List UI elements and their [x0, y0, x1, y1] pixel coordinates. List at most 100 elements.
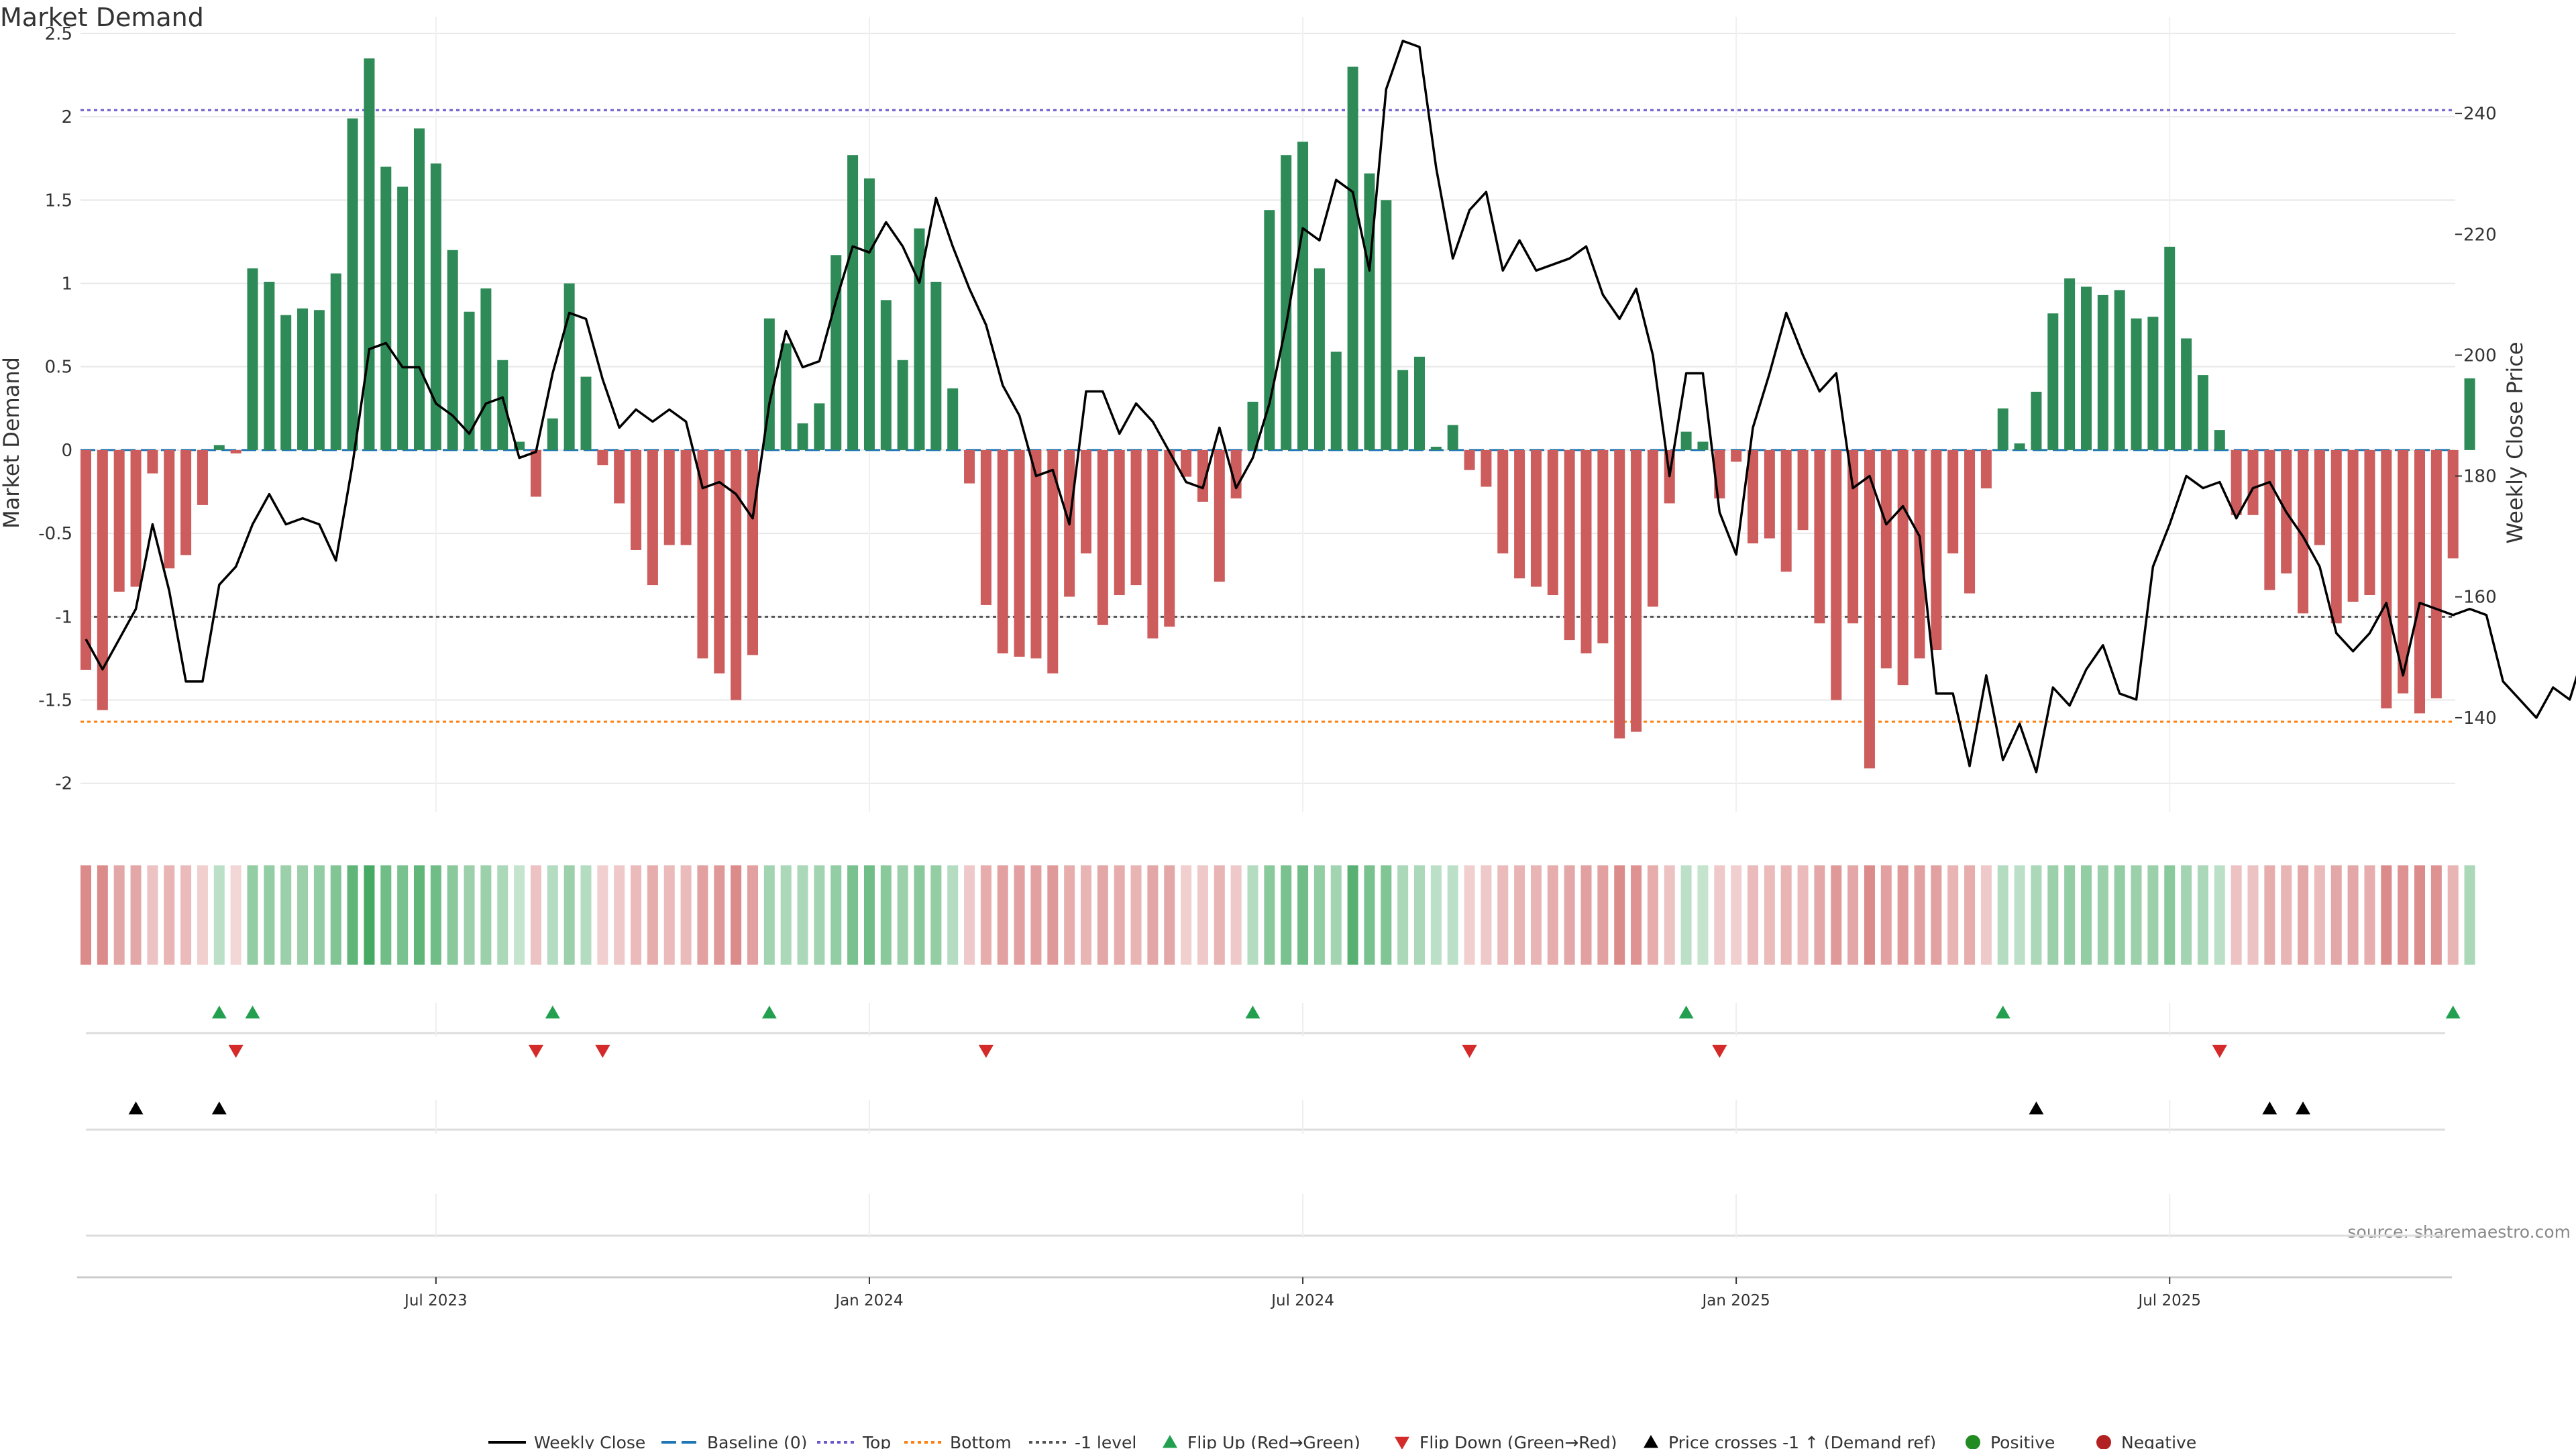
flip-down-marker [1712, 1044, 1727, 1058]
y2-axis-title: Weekly Close Price [2502, 341, 2528, 543]
demand-bar [464, 311, 475, 450]
strip-cell [847, 865, 859, 965]
demand-bar [1597, 449, 1609, 644]
flip-down-marker [528, 1044, 543, 1058]
demand-bar [797, 423, 808, 450]
demand-bar [1097, 449, 1108, 625]
strip-cell [597, 865, 608, 965]
demand-bar [1230, 449, 1242, 498]
weekly-close-line [85, 40, 2576, 773]
demand-bar [1030, 449, 1042, 659]
strip-cell [1947, 865, 1959, 965]
demand-bar [647, 449, 658, 586]
demand-bar [1697, 441, 1709, 450]
strip-cell [2298, 865, 2309, 965]
strip-cell [1230, 865, 1242, 965]
demand-bar [1814, 449, 1825, 624]
demand-bar [330, 273, 341, 450]
demand-bar [1947, 449, 1959, 553]
flip-up-marker [545, 1006, 560, 1019]
y-tick-label: 1 [61, 274, 72, 294]
strip-cell [1997, 865, 2008, 965]
demand-bar [247, 268, 258, 450]
strip-cell [1414, 865, 1425, 965]
demand-bar [130, 449, 142, 587]
y-tick-label: -1.5 [38, 691, 72, 711]
strip-cell [1247, 865, 1258, 965]
demand-bar [930, 281, 942, 450]
y-tick-label: 2 [61, 107, 72, 127]
demand-bar [2381, 449, 2392, 708]
strip-cell [180, 865, 192, 965]
demand-bar [264, 281, 275, 450]
demand-bar [997, 449, 1008, 653]
demand-bar [1347, 66, 1358, 450]
strip-cell [2381, 865, 2392, 965]
demand-bar [2398, 449, 2409, 694]
demand-bar [914, 228, 925, 450]
strip-cell [1397, 865, 1409, 965]
price-cross-marker [2296, 1102, 2311, 1115]
demand-bar [2147, 317, 2159, 450]
demand-bar [1731, 449, 1742, 462]
strip-cell [1264, 865, 1275, 965]
strip-cell [663, 865, 675, 965]
legend-label: -1 level [1075, 1433, 1136, 1449]
strip-cell [1664, 865, 1675, 965]
demand-bar [2247, 449, 2259, 515]
strip-cell [814, 865, 825, 965]
strip-cell [113, 865, 125, 965]
strip-cell [397, 865, 409, 965]
y-tick-label: -2 [55, 774, 72, 794]
strip-cell [330, 865, 341, 965]
flip-up-marker [2445, 1006, 2461, 1019]
demand-bar [1580, 449, 1592, 653]
demand-bar [897, 360, 908, 450]
strip-cell [2064, 865, 2076, 965]
strip-cell [1897, 865, 1909, 965]
demand-bar [980, 449, 991, 605]
strip-cell [980, 865, 991, 965]
strip-cell [1381, 865, 1392, 965]
flip-down-marker [2212, 1044, 2227, 1058]
demand-bar [2131, 318, 2142, 450]
demand-bar [1931, 449, 1942, 650]
x-tick-label: Jul 2025 [2137, 1292, 2201, 1309]
flip-down-marker [978, 1044, 994, 1058]
flip-up-marker [761, 1006, 777, 1019]
strip-cell [1097, 865, 1108, 965]
y-axis-title: Market Demand [0, 357, 24, 529]
price-cross-marker [128, 1102, 144, 1115]
legend-label: Baseline (0) [707, 1433, 807, 1449]
y-tick-label: -1 [55, 607, 72, 627]
strip-cell [464, 865, 475, 965]
demand-bar [1014, 449, 1025, 657]
demand-bar [1614, 449, 1625, 739]
demand-bar [2031, 391, 2042, 450]
demand-bar [530, 449, 541, 497]
demand-bar [2114, 290, 2125, 450]
demand-bar [597, 449, 608, 466]
strip-cell [1931, 865, 1942, 965]
strip-cell [1313, 865, 1325, 965]
strip-cell [1547, 865, 1558, 965]
strip-cell [897, 865, 908, 965]
strip-cell [1864, 865, 1875, 965]
strip-cell [130, 865, 142, 965]
demand-bar [480, 288, 492, 450]
strip-cell [230, 865, 241, 965]
strip-cell [1197, 865, 1208, 965]
demand-bar [2364, 449, 2375, 596]
y2-tick-label: 200 [2463, 345, 2497, 366]
demand-bar [731, 449, 742, 700]
demand-bar [1547, 449, 1558, 596]
demand-bar [714, 449, 725, 674]
strip-cell [1680, 865, 1692, 965]
legend-label: Weekly Close [534, 1433, 645, 1449]
demand-bar [2314, 449, 2325, 545]
strip-cell [1731, 865, 1742, 965]
strip-cell [1614, 865, 1625, 965]
demand-bar [614, 449, 625, 504]
strip-cell [1330, 865, 1342, 965]
